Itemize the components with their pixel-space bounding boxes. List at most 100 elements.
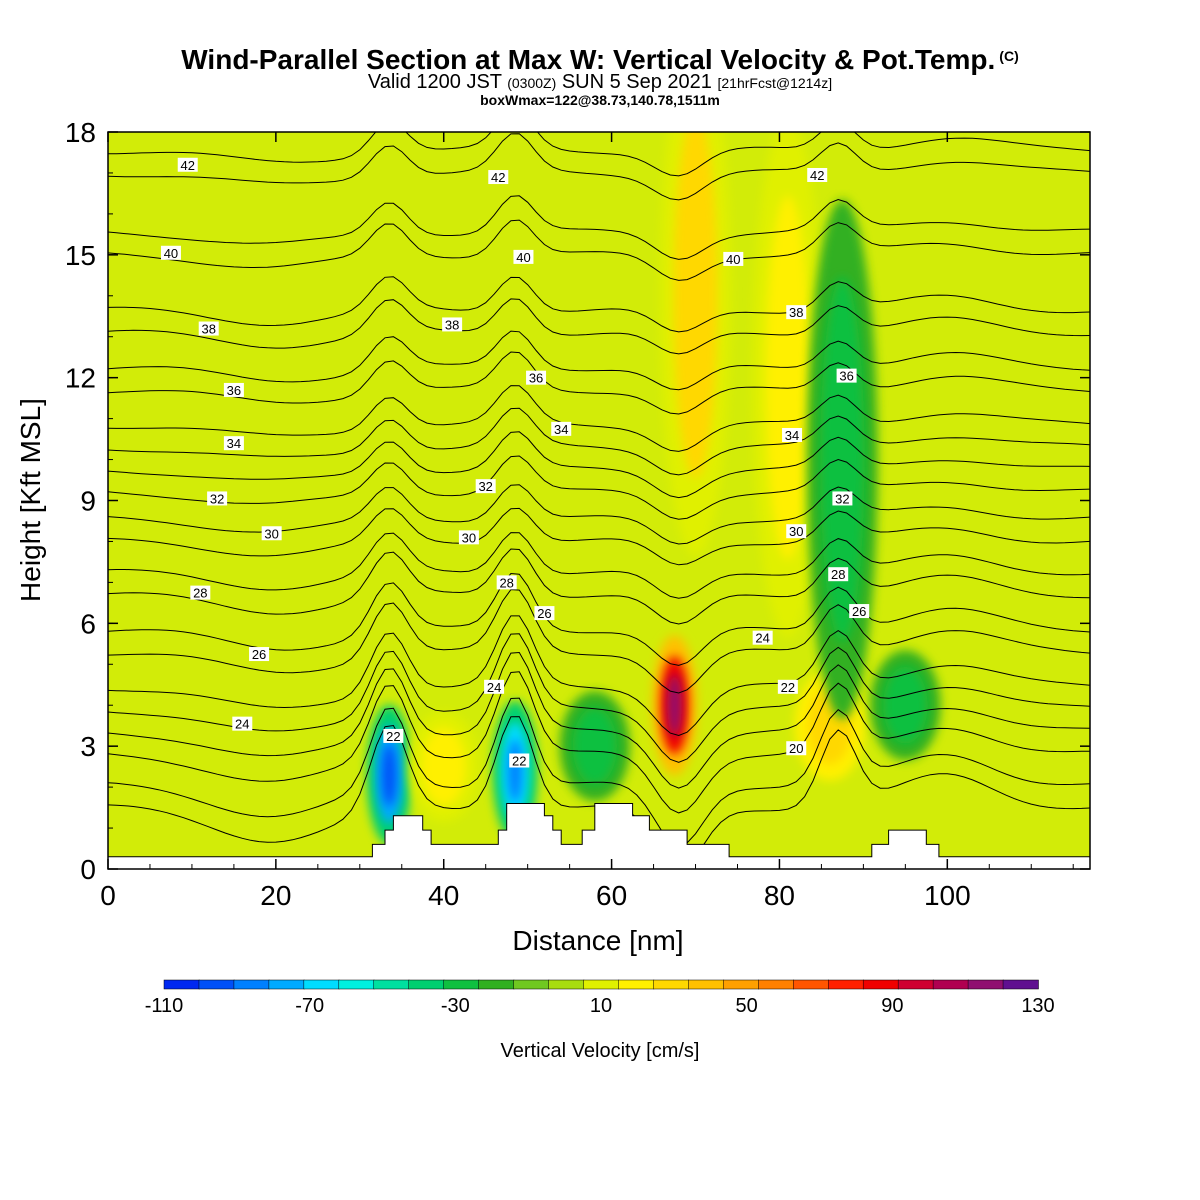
chart-title-text: Wind-Parallel Section at Max W: Vertical… [181,44,996,75]
theta-contour-line [108,671,1090,814]
contour-label-box [777,679,798,694]
contour-label-box [786,741,807,756]
theta-contour-line [108,385,1090,452]
colorbar-swatch [408,979,445,990]
colorbar-swatch [758,979,795,990]
colorbar-swatch [723,979,760,990]
y-tick-label: 9 [80,486,96,517]
contour-label-box [261,526,282,541]
contour-label-box [198,321,219,336]
x-tick-label: 80 [764,880,795,911]
contour-label-text: 42 [810,168,824,183]
contour-label-text: 22 [386,729,400,744]
theta-contour-line [108,219,1090,281]
contour-label-box [223,382,244,397]
contour-label-box [488,170,509,185]
velocity-field [366,132,941,845]
contour-label: 24 [484,679,505,695]
colorbar-swatch [862,979,899,990]
contour-label-text: 32 [478,479,492,494]
contour-label-box [836,368,857,383]
contour-label-box [442,317,463,332]
boxwmax-info: boxWmax=122@38.73,140.78,1511m [480,92,720,108]
theta-contour-line [108,697,1090,847]
contour-label-text: 38 [201,322,215,337]
y-axis-label: Height [Kft MSL] [15,398,46,602]
colorbar-swatch [163,979,200,990]
contour-label: 22 [383,728,404,744]
y-tick-label: 15 [65,240,96,271]
colorbar-swatch [268,979,305,990]
contour-label-text: 42 [491,170,505,185]
colorbar-swatch [688,979,725,990]
contour-label-text: 28 [499,575,513,590]
colorbar-swatch [338,979,375,990]
theta-contour-line [108,633,1090,763]
contour-label-box [458,530,479,545]
theta-contour-line [108,507,1090,566]
colorbar-swatch [443,979,480,990]
colorbar-swatch [583,979,620,990]
y-tick-label: 3 [80,731,96,762]
chart-title: Wind-Parallel Section at Max W: Vertical… [0,44,1200,76]
velocity-cell [820,277,865,642]
colorbar-tick-label: -70 [295,995,324,1017]
theta-contour-line [108,615,1090,737]
theta-contour-line [108,351,1090,415]
y-tick-label: 0 [80,854,96,885]
contour-labels: 42 42 42 40 40 40 38 38 38 36 36 36 34 34 34 32 32 32 30 30… [160,157,870,768]
contour-label-text: 20 [789,741,803,756]
contour-label-text: 30 [462,530,476,545]
colorbar-swatch [967,979,1004,990]
contour-label-text: 22 [781,680,795,695]
colorbar: -110 -70 -30 10 50 90 130 [145,979,1055,1017]
colorbar-tick-label: 10 [590,995,612,1017]
contour-label-box [723,251,744,266]
contour-label-text: 40 [726,252,740,267]
velocity-cell [421,728,466,806]
contour-label-box [232,716,253,731]
x-tick-label: 100 [924,880,971,911]
contour-label-text: 26 [252,647,266,662]
colorbar-swatch [653,979,690,990]
theta-contour-line [108,133,1090,201]
colorbar-swatch [897,979,934,990]
colorbar-label: Vertical Velocity [cm/s] [501,1040,700,1062]
contour-label-text: 26 [537,606,551,621]
contour-label-text: 34 [554,422,568,437]
contour-label: 24 [232,716,253,732]
colorbar-swatch [373,979,410,990]
contour-label: 38 [786,305,807,320]
contour-label: 28 [496,575,517,590]
utc-time: (0300Z) [507,75,557,91]
contour-label: 30 [261,526,282,541]
contour-label-box [526,370,547,385]
velocity-cell [883,666,928,744]
contour-label-box [786,305,807,320]
colorbar-swatch [1002,979,1039,990]
contour-label-box [223,436,244,451]
contour-label-text: 42 [181,158,195,173]
theta-contour-line [108,455,1090,520]
copyright-mark: (C) [999,48,1019,64]
colorbar-swatch [233,979,270,990]
contour-label-box [534,606,555,621]
theta-contour-line [108,132,1090,177]
contour-label-box [207,491,228,506]
contour-label-box [496,575,517,590]
colorbar-tick-label: 90 [881,995,903,1017]
contour-label: 38 [198,321,219,337]
contour-label: 32 [832,491,853,506]
contour-label-box [160,245,181,260]
contour-label: 28 [190,585,211,601]
contour-label: 38 [442,317,463,332]
theta-contour-line [108,276,1090,333]
theta-contour-line [108,431,1090,499]
contour-label: 22 [777,679,798,695]
contour-label-text: 32 [210,491,224,506]
colorbar-tick-label: 130 [1021,995,1054,1017]
contour-label-text: 36 [839,369,853,384]
velocity-core [382,743,397,807]
